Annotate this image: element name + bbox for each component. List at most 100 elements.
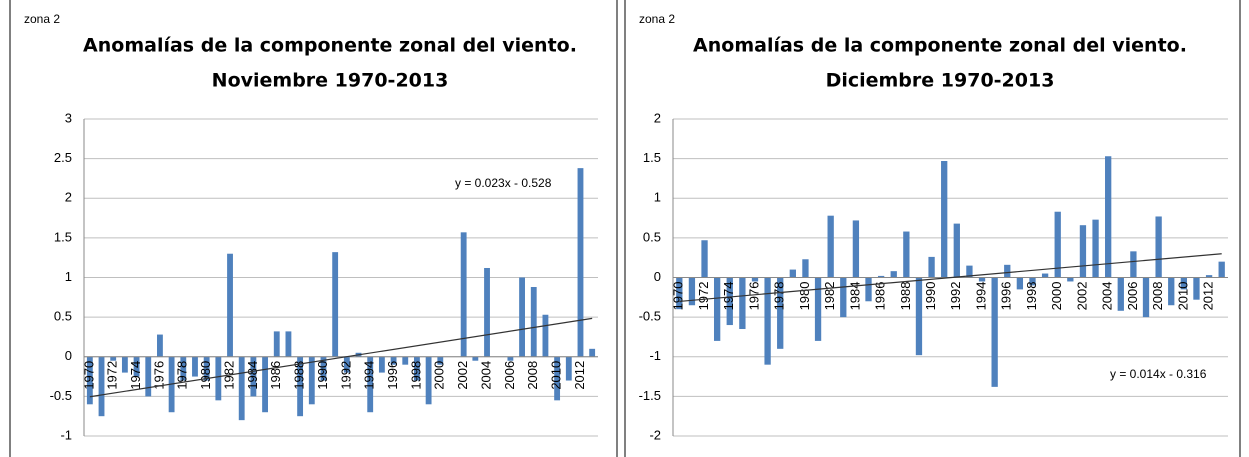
bar: [192, 356, 198, 377]
x-tick-label: 1986: [268, 361, 283, 390]
x-tick-label: 1984: [245, 361, 260, 390]
x-tick-label: 1992: [948, 282, 963, 311]
x-tick-label: 1980: [198, 361, 213, 390]
bar: [890, 271, 897, 278]
y-tick-label: 1: [654, 190, 661, 205]
bar: [145, 356, 152, 397]
bar: [915, 277, 923, 356]
bar: [320, 356, 327, 381]
bar: [308, 356, 315, 405]
x-tick-label: 1974: [721, 282, 736, 311]
x-tick-label: 1990: [923, 282, 938, 311]
y-tick-label: 0.5: [54, 309, 72, 324]
bar: [827, 215, 834, 278]
bar: [991, 277, 998, 387]
bar: [953, 223, 960, 278]
bar: [751, 277, 759, 282]
bar: [121, 356, 128, 373]
y-tick-label: -0.5: [50, 388, 72, 403]
x-tick-label: 1994: [362, 361, 377, 390]
bar: [1142, 277, 1150, 318]
bar: [110, 356, 117, 361]
bar: [250, 356, 257, 397]
x-tick-label: 1978: [175, 361, 190, 390]
trendline-label: y = 0.023x - 0.528: [455, 176, 552, 190]
bar: [701, 240, 708, 278]
chart-title: Diciembre 1970-2013: [826, 70, 1055, 92]
trendline-label: y = 0.014x - 0.316: [1110, 367, 1207, 381]
bar: [484, 267, 490, 357]
bar: [519, 277, 525, 357]
x-tick-label: 2010: [549, 361, 564, 390]
bar: [789, 269, 796, 278]
x-tick-label: 2010: [1175, 282, 1190, 311]
x-tick-label: 2002: [455, 361, 470, 390]
bar: [1155, 216, 1162, 278]
x-tick-label: 2004: [478, 361, 493, 390]
bar: [577, 168, 584, 357]
bar: [1041, 273, 1049, 278]
bar: [180, 356, 187, 381]
bar: [726, 277, 733, 326]
bar: [472, 356, 479, 361]
bar: [966, 265, 973, 278]
bar: [1168, 277, 1175, 306]
bar: [840, 277, 847, 318]
x-tick-label: 1994: [973, 282, 988, 311]
bar: [297, 356, 304, 417]
trendline: [89, 317, 593, 398]
bar: [1180, 277, 1188, 290]
bar: [865, 277, 872, 302]
x-tick-label: 1982: [822, 282, 837, 311]
x-tick-label: 2004: [1100, 282, 1115, 311]
bar: [903, 231, 910, 278]
bar: [713, 277, 721, 341]
bar: [343, 356, 350, 373]
x-tick-label: 2012: [572, 361, 587, 390]
bar: [1029, 277, 1036, 286]
bar: [238, 356, 245, 421]
bar: [1205, 275, 1213, 278]
x-tick-label: 1988: [292, 361, 307, 390]
x-tick-label: 2002: [1074, 282, 1089, 311]
bar: [530, 287, 537, 357]
x-tick-label: 1980: [797, 282, 812, 311]
y-tick-label: 0.5: [643, 229, 661, 244]
bar: [688, 277, 696, 306]
bar: [802, 259, 809, 278]
bar: [507, 356, 514, 361]
bar: [1054, 211, 1061, 278]
x-tick-label: 1970: [81, 361, 96, 390]
bar: [332, 252, 339, 357]
bar: [98, 356, 105, 417]
bar: [565, 356, 572, 381]
chart-title: Anomalías de la componente zonal del vie…: [83, 35, 577, 57]
y-tick-label: 0: [654, 269, 661, 284]
bar: [390, 356, 397, 365]
bar: [941, 161, 948, 278]
y-tick-label: -1: [649, 348, 661, 363]
chart-title: Noviembre 1970-2013: [212, 70, 449, 92]
bar: [777, 277, 784, 349]
bar: [273, 331, 280, 357]
y-tick-label: 1: [65, 269, 72, 284]
bar: [739, 277, 746, 330]
trendline: [679, 253, 1222, 303]
x-tick-label: 2000: [1049, 282, 1064, 311]
x-tick-label: 1986: [873, 282, 888, 311]
y-tick-label: 1.5: [54, 229, 72, 244]
x-tick-label: 1996: [999, 282, 1014, 311]
x-tick-label: 1998: [408, 361, 423, 390]
y-tick-label: 3: [65, 110, 72, 125]
y-tick-label: -1.5: [639, 388, 661, 403]
bar: [764, 277, 771, 365]
bar: [285, 331, 292, 357]
x-tick-label: 2000: [432, 361, 447, 390]
x-tick-label: 1992: [338, 361, 353, 390]
bar: [676, 277, 683, 310]
bar: [554, 356, 561, 401]
y-tick-label: -1: [60, 427, 72, 442]
bar: [1105, 156, 1112, 278]
bar: [227, 253, 233, 357]
bar: [203, 356, 210, 381]
